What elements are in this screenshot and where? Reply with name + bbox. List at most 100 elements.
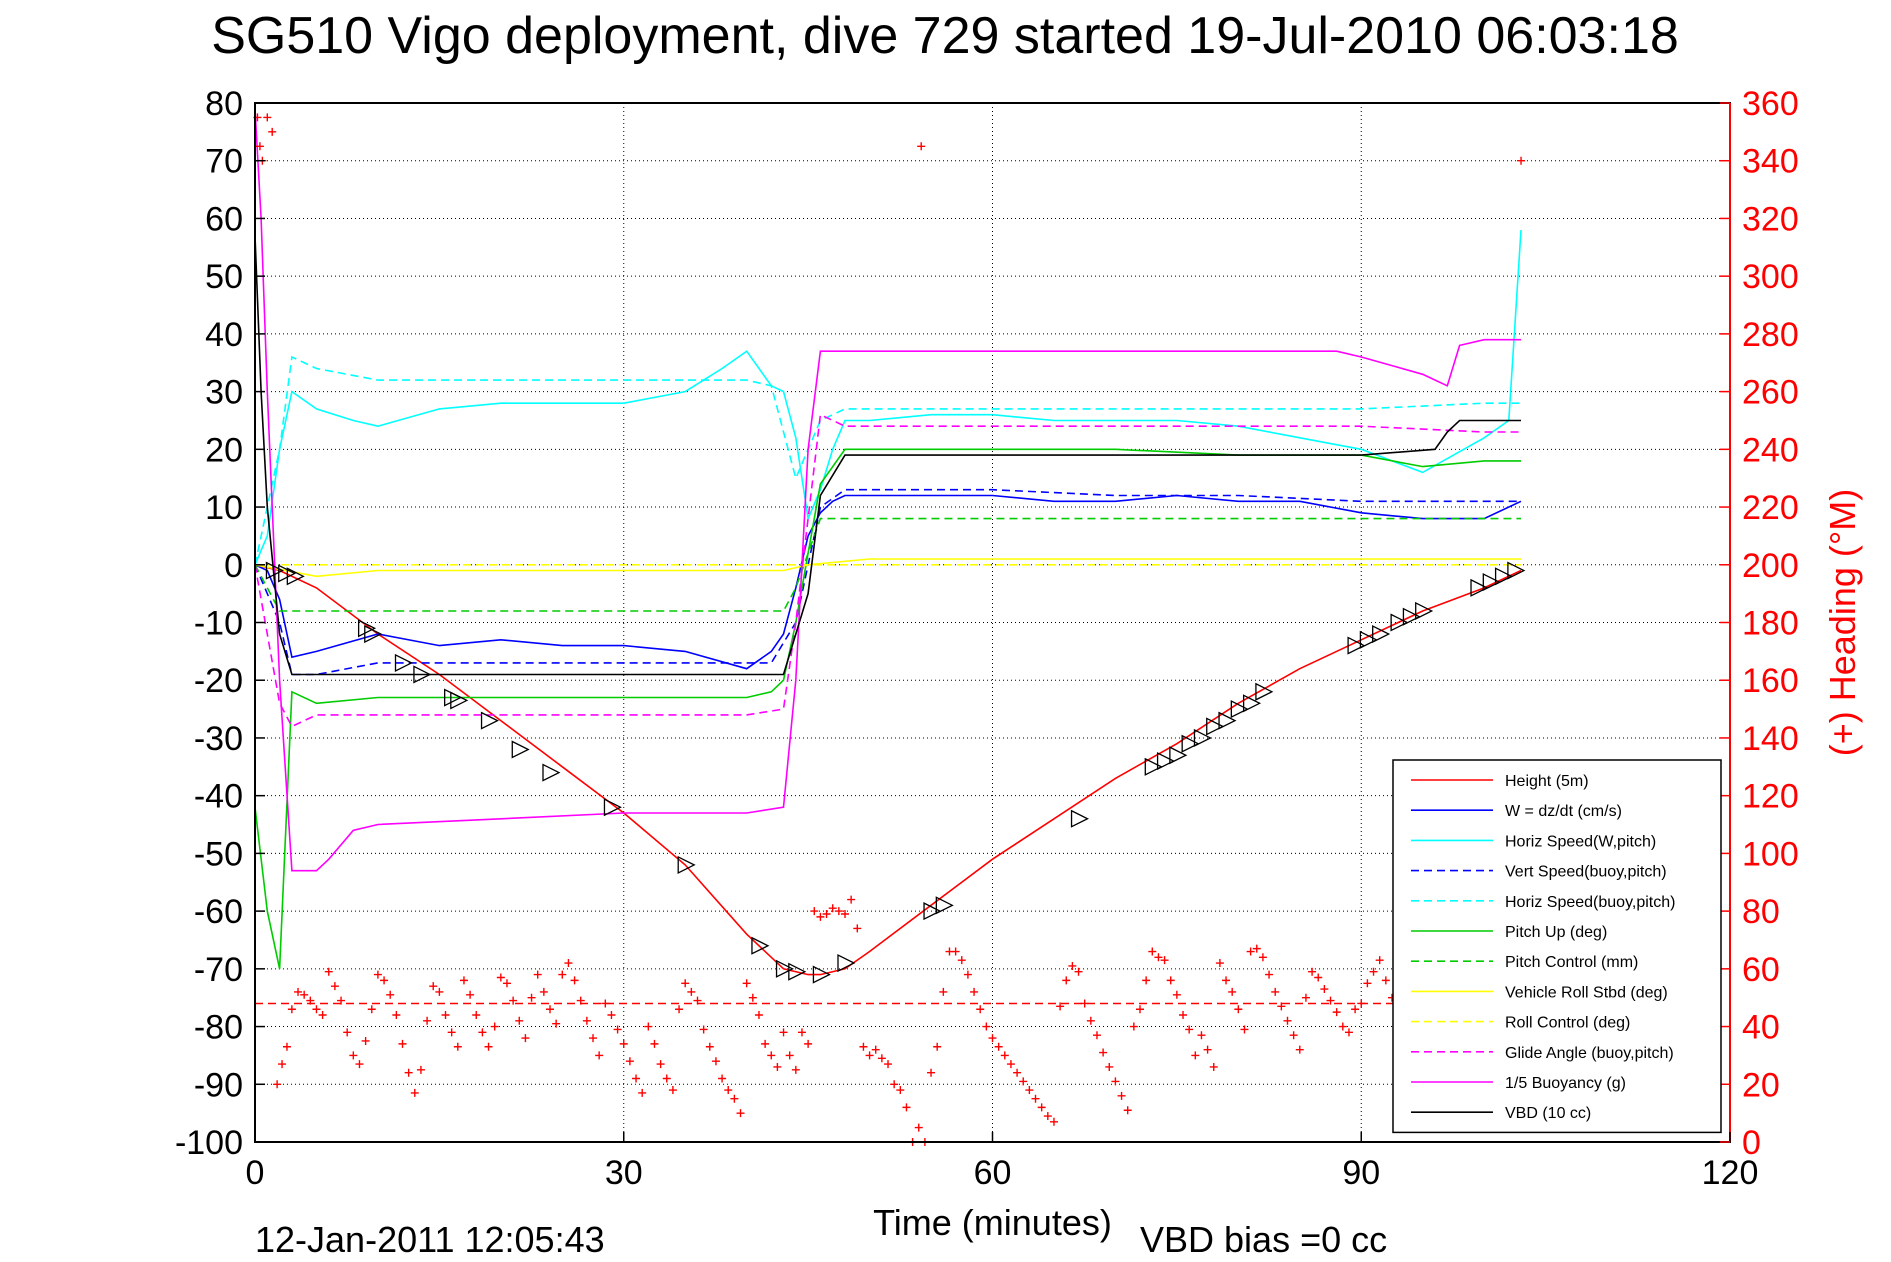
heading-point xyxy=(330,982,339,991)
heading-point xyxy=(656,1060,665,1069)
heading-point xyxy=(791,1065,800,1074)
heading-point xyxy=(589,1034,598,1043)
y-tick-label: 70 xyxy=(205,143,243,181)
series-height-5m xyxy=(254,564,1522,976)
heading-point xyxy=(687,987,696,996)
right-tick-label: 220 xyxy=(1742,489,1799,527)
axes: 80706050403020100-10-20-30-40-50-60-70-8… xyxy=(175,85,1799,1192)
heading-point xyxy=(853,924,862,933)
chart-title: SG510 Vigo deployment, dive 729 started … xyxy=(211,7,1679,65)
heading-point xyxy=(595,1051,604,1060)
heading-point xyxy=(736,1109,745,1118)
heading-point xyxy=(1142,976,1151,985)
triangle-marker xyxy=(1193,728,1212,747)
heading-point xyxy=(810,907,819,916)
y-tick-label: 40 xyxy=(205,316,243,354)
series-vert-speed-buoy-pitch xyxy=(254,488,1521,676)
heading-point xyxy=(1056,1002,1065,1011)
heading-point xyxy=(349,1051,358,1060)
heading-point xyxy=(668,1086,677,1095)
heading-point xyxy=(392,1011,401,1020)
legend-label-pitch-control-mm: Pitch Control (mm) xyxy=(1505,954,1638,971)
heading-point xyxy=(1283,1016,1292,1025)
heading-point xyxy=(933,1042,942,1051)
legend-label-vbd-10-cc: VBD (10 cc) xyxy=(1505,1105,1591,1122)
heading-point xyxy=(1369,967,1378,976)
heading-point xyxy=(632,1074,641,1083)
triangle-marker xyxy=(286,567,305,586)
heading-point xyxy=(312,1005,321,1014)
heading-point xyxy=(828,904,837,913)
triangle-marker xyxy=(364,624,383,644)
heading-point xyxy=(429,982,438,991)
heading-point xyxy=(1025,1086,1034,1095)
heading-point xyxy=(1185,1025,1194,1034)
heading-point xyxy=(1000,1051,1009,1060)
heading-point xyxy=(773,1062,782,1071)
triangle-marker xyxy=(1359,630,1378,649)
heading-point xyxy=(373,970,382,979)
heading-point xyxy=(576,996,585,1005)
right-tick-label: 100 xyxy=(1742,835,1799,873)
triangle-marker xyxy=(1482,573,1501,592)
heading-point xyxy=(613,1025,622,1034)
triangle-marker xyxy=(1156,751,1176,771)
heading-point xyxy=(1172,990,1181,999)
heading-point xyxy=(1326,996,1335,1005)
heading-point xyxy=(1099,1048,1108,1057)
triangle-marker xyxy=(788,962,807,981)
triangle-markers xyxy=(265,561,1526,984)
heading-point xyxy=(767,1051,776,1060)
heading-point xyxy=(1129,1022,1138,1031)
y-tick-label: -60 xyxy=(194,893,243,931)
heading-point xyxy=(1375,956,1384,965)
heading-point xyxy=(367,1005,376,1014)
y-tick-label: -50 xyxy=(194,835,243,873)
legend-label-horiz-speed-buoy-pitch: Horiz Speed(buoy,pitch) xyxy=(1505,894,1675,911)
heading-point xyxy=(582,1016,591,1025)
heading-point xyxy=(1111,1077,1120,1086)
triangle-marker xyxy=(1372,624,1391,644)
heading-point xyxy=(255,142,264,151)
heading-point xyxy=(1234,1005,1243,1014)
x-tick-label: 90 xyxy=(1342,1154,1380,1192)
heading-point xyxy=(539,987,548,996)
heading-point xyxy=(564,959,573,968)
triangle-marker xyxy=(923,902,942,921)
triangle-marker xyxy=(1494,567,1514,586)
heading-point xyxy=(527,993,536,1002)
heading-point xyxy=(1320,985,1329,994)
right-tick-label: 60 xyxy=(1742,951,1780,989)
legend-label-vehicle-roll-stbd-deg: Vehicle Roll Stbd (deg) xyxy=(1505,984,1668,1001)
triangle-marker xyxy=(1390,613,1409,632)
series-pitch-control-mm xyxy=(254,517,1521,612)
y-tick-label: -30 xyxy=(194,720,243,758)
heading-point xyxy=(601,999,610,1008)
heading-point xyxy=(278,1060,287,1069)
heading-point xyxy=(1357,999,1366,1008)
heading-point xyxy=(896,1086,905,1095)
heading-point xyxy=(625,1057,634,1066)
heading-point xyxy=(650,1039,659,1048)
heading-point xyxy=(865,1051,874,1060)
heading-point xyxy=(490,1022,499,1031)
heading-point xyxy=(466,990,475,999)
heading-point xyxy=(1013,1068,1022,1077)
x-tick-label: 0 xyxy=(246,1154,265,1192)
heading-point xyxy=(1203,1045,1212,1054)
legend-label-glide-angle-buoy-pitch: Glide Angle (buoy,pitch) xyxy=(1505,1045,1674,1062)
heading-point xyxy=(300,990,309,999)
heading-point xyxy=(607,1011,616,1020)
heading-point xyxy=(459,976,468,985)
heading-point xyxy=(521,1034,530,1043)
heading-point xyxy=(982,1022,991,1031)
heading-point xyxy=(711,1057,720,1066)
right-tick-label: 0 xyxy=(1742,1124,1761,1162)
heading-point xyxy=(435,987,444,996)
heading-point xyxy=(877,1054,886,1063)
heading-point xyxy=(1295,1045,1304,1054)
triangle-marker xyxy=(775,959,794,978)
triangle-marker xyxy=(1470,578,1489,597)
triangle-marker xyxy=(357,619,377,638)
triangle-marker xyxy=(1255,682,1274,701)
